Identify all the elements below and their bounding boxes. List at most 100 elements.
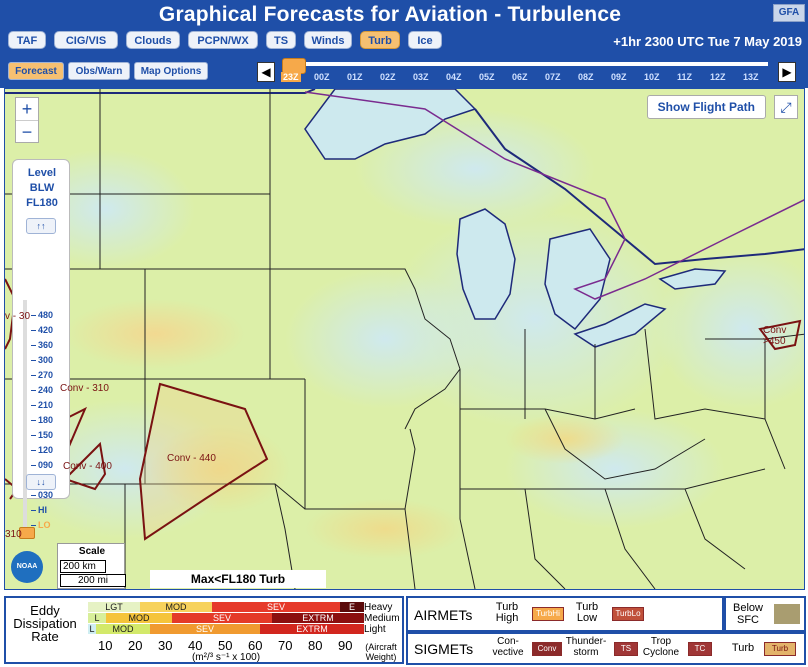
page-title: Graphical Forecasts for Aviation - Turbu…	[158, 3, 622, 26]
hour-label[interactable]: 02Z	[380, 72, 396, 82]
sigmets-legend: SIGMETs Con- vective Conv Thunder- storm…	[406, 632, 806, 665]
level-tick	[31, 465, 36, 467]
label-line: High	[495, 612, 519, 624]
level-option[interactable]: 300	[31, 355, 67, 365]
scale-number: 40	[188, 638, 203, 653]
tab-ts[interactable]: TS	[266, 31, 296, 49]
level-down-button[interactable]: ↓↓	[26, 474, 56, 490]
scale-mi: 200 mi	[60, 574, 126, 587]
below-sfc-legend: Below SFC	[724, 596, 806, 632]
app-header: Graphical Forecasts for Aviation - Turbu…	[0, 0, 808, 88]
level-tick	[31, 315, 36, 317]
level-option[interactable]: LO	[31, 520, 67, 530]
level-option[interactable]: 240	[31, 385, 67, 395]
level-tick	[31, 435, 36, 437]
airmets-label: AIRMETs	[414, 607, 473, 623]
level-tick	[31, 525, 36, 527]
scale-number: 50	[218, 638, 233, 653]
hour-label[interactable]: 10Z	[644, 72, 660, 82]
level-option-label: 030	[38, 490, 54, 500]
level-option-label: 420	[38, 325, 54, 335]
scale-km: 200 km	[60, 560, 106, 573]
hour-label[interactable]: 05Z	[479, 72, 495, 82]
rate-label-line: Rate	[31, 629, 59, 644]
label-line: Below	[733, 602, 763, 614]
scale-number: 10	[98, 638, 113, 653]
scale-number: 90	[338, 638, 353, 653]
tab-taf[interactable]: TAF	[8, 31, 46, 49]
hour-label[interactable]: 01Z	[347, 72, 363, 82]
label-line: Cyclone	[642, 647, 680, 658]
level-tick	[31, 330, 36, 332]
hour-label[interactable]: 06Z	[512, 72, 528, 82]
weight-line: (Aircraft	[365, 642, 397, 652]
tab-clouds[interactable]: Clouds	[126, 31, 180, 49]
level-option[interactable]: 150	[31, 430, 67, 440]
show-flight-path-button[interactable]: Show Flight Path	[646, 95, 766, 119]
hour-label[interactable]: 08Z	[578, 72, 594, 82]
prev-hour-button[interactable]: ◀	[257, 62, 275, 82]
zoom-out-button[interactable]: −	[16, 120, 38, 143]
level-option-label: 210	[38, 400, 54, 410]
expand-icon[interactable]: ⤢	[774, 95, 798, 119]
tab-turb[interactable]: Turb	[360, 31, 400, 49]
hour-label[interactable]: 13Z	[743, 72, 759, 82]
map-scale: Scale 200 km 200 mi	[57, 543, 126, 589]
turbulence-cell: MOD	[96, 624, 150, 634]
level-option[interactable]: 360	[31, 340, 67, 350]
hour-label[interactable]: 12Z	[710, 72, 726, 82]
next-hour-button[interactable]: ▶	[778, 62, 796, 82]
hour-label[interactable]: 03Z	[413, 72, 429, 82]
map-canvas	[5, 89, 804, 589]
tab-cig-vis[interactable]: CIG/VIS	[54, 31, 118, 49]
hour-label[interactable]: 00Z	[314, 72, 330, 82]
level-option[interactable]: 420	[31, 325, 67, 335]
level-option[interactable]: 030	[31, 490, 67, 500]
gfa-logo[interactable]: GFA	[773, 4, 805, 22]
turbulence-cell: E	[340, 602, 364, 612]
noaa-logo: NOAA	[11, 551, 43, 583]
hour-label[interactable]: 07Z	[545, 72, 561, 82]
level-option[interactable]: 180	[31, 415, 67, 425]
scale-title: Scale	[78, 546, 106, 557]
level-option[interactable]: 270	[31, 370, 67, 380]
map-options-button[interactable]: Map Options	[134, 62, 208, 80]
scale-numbers: 10 20 30 40 50 60 70 80 90	[98, 638, 358, 653]
hour-label[interactable]: 11Z	[677, 72, 693, 82]
rate-label-line: Dissipation	[13, 616, 77, 631]
level-tick	[31, 360, 36, 362]
sigmet-turb-label: Turb	[731, 642, 755, 654]
level-option[interactable]: HI	[31, 505, 67, 515]
turbulence-cell: SEV	[172, 613, 272, 623]
zoom-in-button[interactable]: +	[21, 99, 33, 119]
level-option[interactable]: 090	[31, 460, 67, 470]
level-slider-track[interactable]	[23, 300, 27, 532]
sigmet-ts-chip: TS	[614, 642, 638, 656]
tab-ice[interactable]: Ice	[408, 31, 442, 49]
level-option[interactable]: 480	[31, 310, 67, 320]
level-up-button[interactable]: ↑↑	[26, 218, 56, 234]
tab-winds[interactable]: Winds	[304, 31, 352, 49]
level-option-label: 360	[38, 340, 54, 350]
sigmet-label: Conv - 400	[63, 461, 112, 472]
level-tick	[31, 450, 36, 452]
map-area[interactable]: + − Level BLW FL180 ↑↑ 480 420 360 300 270 24…	[4, 88, 805, 590]
hour-label[interactable]: 23Z	[281, 72, 301, 82]
level-option[interactable]: 120	[31, 445, 67, 455]
hour-label[interactable]: 09Z	[611, 72, 627, 82]
turbulence-cell: MOD	[106, 613, 172, 623]
obs-warn-button[interactable]: Obs/Warn	[68, 62, 130, 80]
sigmet-tc-chip: TC	[688, 642, 712, 656]
label-line: vective	[492, 647, 524, 658]
time-slider-track[interactable]	[282, 62, 768, 66]
hour-label[interactable]: 04Z	[446, 72, 462, 82]
level-slider-handle[interactable]	[19, 527, 35, 539]
tab-pcpn-wx[interactable]: PCPN/WX	[188, 31, 258, 49]
scale-number: 20	[128, 638, 143, 653]
level-option-label: 240	[38, 385, 54, 395]
level-option-label: 180	[38, 415, 54, 425]
label-line: Trop	[650, 636, 672, 647]
sigmet-thunderstorm-label: Thunder- storm	[564, 636, 608, 658]
forecast-button[interactable]: Forecast	[8, 62, 64, 80]
level-option[interactable]: 210	[31, 400, 67, 410]
